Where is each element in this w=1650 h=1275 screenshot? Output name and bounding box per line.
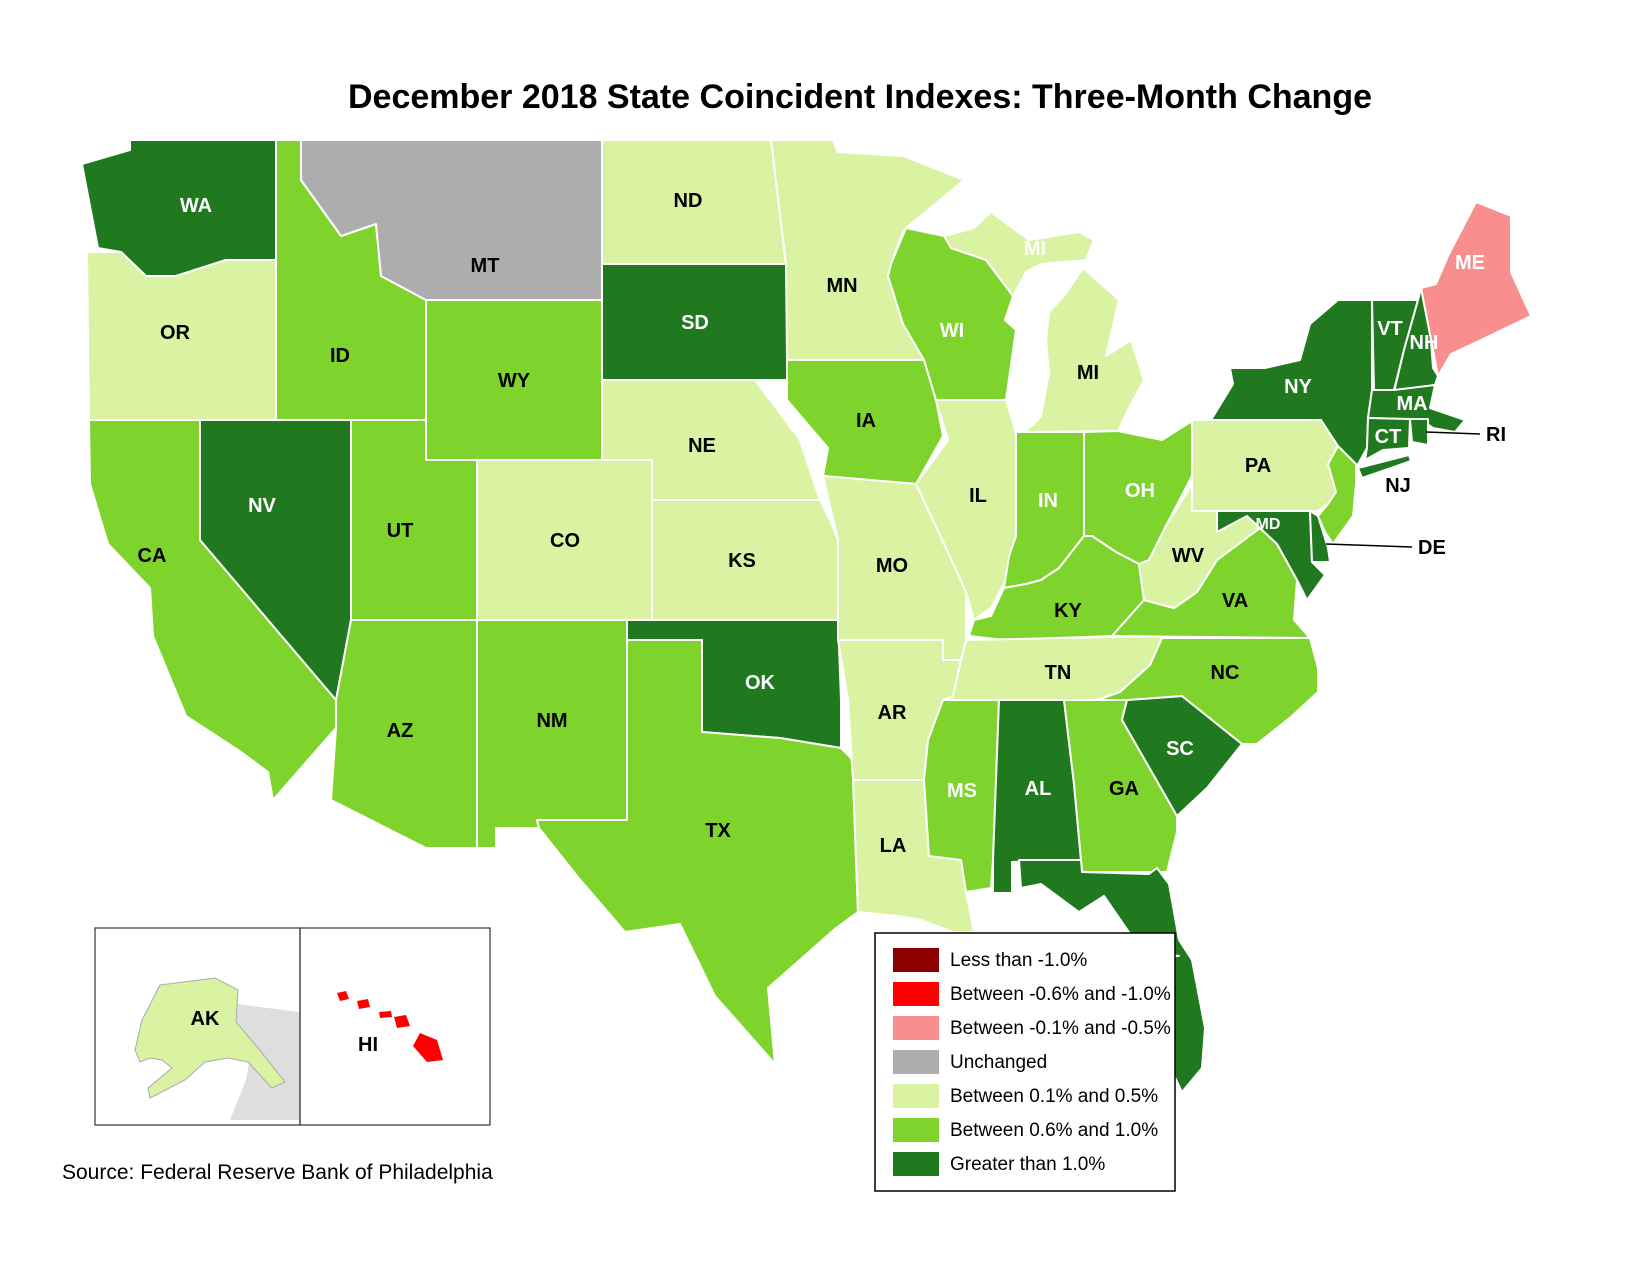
- legend-label-unchanged: Unchanged: [950, 1052, 1047, 1073]
- state-ri: [1409, 418, 1429, 446]
- state-label-wv: WV: [1172, 545, 1205, 567]
- state-label-ok: OK: [745, 672, 776, 694]
- state-hi-maui: [394, 1015, 410, 1028]
- legend-label-greater-than-1: Greater than 1.0%: [950, 1154, 1105, 1175]
- state-nm: [476, 619, 628, 849]
- state-label-ak: AK: [191, 1008, 220, 1030]
- state-label-sd: SD: [681, 312, 709, 334]
- legend-label-neg06-neg10: Between -0.6% and -1.0%: [950, 984, 1171, 1005]
- state-label-ny: NY: [1284, 376, 1312, 398]
- state-label-id: ID: [330, 345, 350, 367]
- state-label-ca: CA: [138, 545, 167, 567]
- state-label-wy: WY: [498, 370, 531, 392]
- state-label-ut: UT: [387, 520, 414, 542]
- state-label-ky: KY: [1054, 600, 1082, 622]
- state-label-il: IL: [969, 485, 987, 507]
- de-callout-line: [1325, 543, 1413, 548]
- state-nc: [1096, 637, 1319, 745]
- source-text: Source: Federal Reserve Bank of Philadel…: [62, 1161, 493, 1184]
- state-nj: [1317, 445, 1357, 545]
- state-me: [1420, 201, 1532, 377]
- state-label-de: DE: [1418, 537, 1446, 559]
- state-ak: [134, 977, 286, 1099]
- hawaii-inset-box: [299, 927, 491, 1126]
- state-label-ct: CT: [1375, 426, 1402, 448]
- state-label-mt: MT: [471, 255, 500, 277]
- state-label-pa: PA: [1245, 455, 1271, 477]
- state-label-nj: NJ: [1385, 475, 1411, 497]
- state-label-wa: WA: [180, 195, 212, 217]
- state-label-nd: ND: [674, 190, 703, 212]
- legend-label-less-than-neg1: Less than -1.0%: [950, 950, 1087, 971]
- state-hi-kauai: [337, 991, 349, 1001]
- state-label-wi: WI: [940, 320, 964, 342]
- legend-label-01-05: Between 0.1% and 0.5%: [950, 1086, 1158, 1107]
- state-label-ma: MA: [1396, 393, 1427, 415]
- state-label-mi: MI: [1077, 362, 1099, 384]
- state-mi-lower-peninsula: [1023, 267, 1145, 433]
- state-label-ia: IA: [856, 410, 876, 432]
- state-label-vt: VT: [1377, 318, 1403, 340]
- legend-swatch-less-than-neg1: [893, 948, 939, 972]
- legend-swatch-neg01-neg05: [893, 1016, 939, 1040]
- page-title: December 2018 State Coincident Indexes: …: [348, 78, 1372, 116]
- state-label-ri: RI: [1486, 424, 1506, 446]
- state-label-me: ME: [1455, 252, 1485, 274]
- state-label-ar: AR: [878, 702, 907, 724]
- legend-box: [874, 932, 1176, 1192]
- state-ny-long-island: [1357, 454, 1412, 479]
- state-label-nv: NV: [248, 495, 276, 517]
- state-label-nc: NC: [1211, 662, 1240, 684]
- state-label-sc: SC: [1166, 738, 1194, 760]
- state-label-mn: MN: [826, 275, 857, 297]
- legend-swatch-greater-than-1: [893, 1152, 939, 1176]
- state-label-nh: NH: [1410, 332, 1439, 354]
- state-tx: [536, 639, 859, 1065]
- state-label-ga: GA: [1109, 778, 1139, 800]
- legend-swatch-neg06-neg10: [893, 982, 939, 1006]
- state-label-co: CO: [550, 530, 580, 552]
- state-label-ne: NE: [688, 435, 716, 457]
- state-label-la: LA: [880, 835, 907, 857]
- state-label-tn: TN: [1045, 662, 1072, 684]
- state-de: [1309, 510, 1331, 563]
- state-label-or: OR: [160, 322, 191, 344]
- state-hi-molokai: [379, 1011, 392, 1018]
- state-label-in: IN: [1038, 490, 1058, 512]
- legend-swatch-01-05: [893, 1084, 939, 1108]
- state-label-mo: MO: [876, 555, 908, 577]
- ri-callout-line: [1425, 431, 1481, 435]
- state-hi-big-island: [413, 1033, 443, 1062]
- state-label-va: VA: [1222, 590, 1248, 612]
- state-mi-upper-peninsula: [943, 211, 1095, 297]
- state-label-nm: NM: [536, 710, 567, 732]
- state-label-ms: MS: [947, 780, 977, 802]
- state-label-tx: TX: [705, 820, 731, 842]
- state-label-md: MD: [1256, 516, 1281, 533]
- state-label-mi-up: MI: [1024, 238, 1046, 260]
- state-label-oh: OH: [1125, 480, 1155, 502]
- state-label-az: AZ: [387, 720, 414, 742]
- legend-label-neg01-neg05: Between -0.1% and -0.5%: [950, 1018, 1171, 1039]
- legend-swatch-unchanged: [893, 1050, 939, 1074]
- state-hi-oahu: [357, 999, 370, 1009]
- state-label-hi: HI: [358, 1034, 378, 1056]
- state-il: [915, 399, 1017, 621]
- legend-swatch-06-10: [893, 1118, 939, 1142]
- state-ct: [1364, 417, 1411, 461]
- legend-label-06-10: Between 0.6% and 1.0%: [950, 1120, 1158, 1141]
- state-label-ks: KS: [728, 550, 756, 572]
- state-label-al: AL: [1025, 778, 1052, 800]
